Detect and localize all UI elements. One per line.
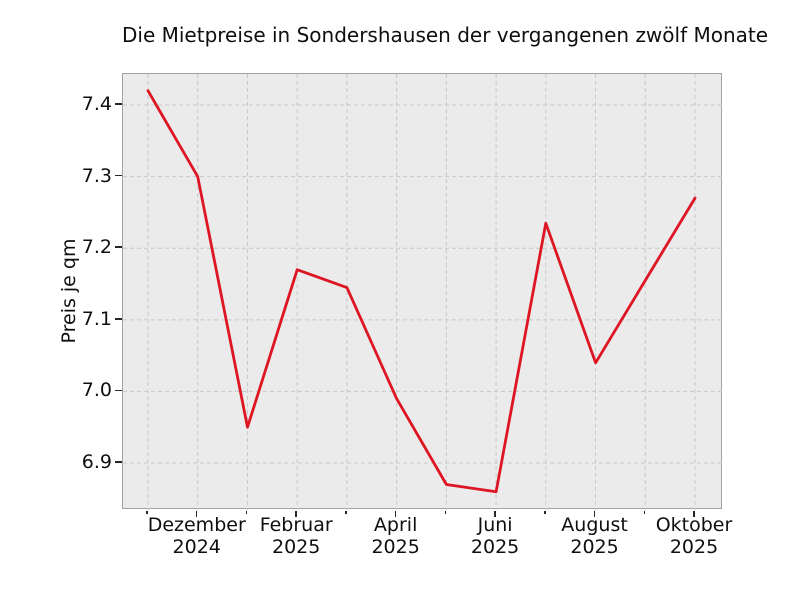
x-tick-label: Dezember 2024 bbox=[122, 514, 272, 558]
x-tick-month: April bbox=[373, 514, 418, 536]
x-minor-tick-mark bbox=[245, 510, 248, 514]
x-major-tick-mark bbox=[693, 510, 695, 517]
x-minor-tick-mark bbox=[345, 510, 347, 514]
x-tick-year: 2025 bbox=[371, 536, 420, 558]
x-tick-month: Oktober bbox=[655, 514, 733, 536]
x-tick-year: 2025 bbox=[570, 536, 619, 558]
x-tick-label: Oktober 2025 bbox=[619, 514, 769, 558]
y-tick-mark bbox=[115, 103, 122, 105]
x-tick-label: Februar 2025 bbox=[221, 514, 371, 558]
x-minor-tick-mark bbox=[643, 510, 646, 514]
y-tick-label: 7.1 bbox=[81, 307, 112, 330]
x-minor-tick-mark bbox=[146, 510, 148, 514]
x-tick-month: August bbox=[561, 514, 628, 536]
x-tick-year: 2024 bbox=[172, 536, 221, 558]
y-tick-mark bbox=[115, 389, 122, 392]
price-line bbox=[146, 89, 697, 494]
y-tick-label: 7.0 bbox=[81, 379, 112, 402]
x-tick-year: 2025 bbox=[272, 536, 321, 558]
y-tick-label: 7.3 bbox=[81, 164, 112, 187]
x-tick-label: April 2025 bbox=[321, 514, 471, 558]
y-tick-label: 7.2 bbox=[81, 236, 112, 259]
x-tick-label: August 2025 bbox=[520, 514, 670, 558]
x-tick-year: 2025 bbox=[669, 536, 719, 558]
chart-title: Die Mietpreise in Sondershausen der verg… bbox=[122, 23, 769, 47]
x-major-tick-mark bbox=[494, 510, 496, 517]
x-minor-tick-mark bbox=[544, 510, 546, 514]
x-major-tick-mark bbox=[394, 510, 397, 517]
y-tick-mark bbox=[115, 174, 122, 177]
plot-area bbox=[122, 73, 723, 510]
x-major-tick-mark bbox=[195, 510, 198, 517]
x-tick-month: Februar bbox=[259, 514, 333, 536]
x-tick-label: Juni 2025 bbox=[420, 514, 570, 558]
y-tick-mark bbox=[115, 318, 122, 320]
y-tick-mark bbox=[115, 246, 122, 248]
line-chart bbox=[123, 74, 723, 510]
x-major-tick-mark bbox=[593, 510, 596, 517]
y-tick-label: 6.9 bbox=[81, 451, 112, 474]
x-tick-year: 2025 bbox=[470, 536, 520, 558]
x-major-tick-mark bbox=[295, 510, 297, 517]
x-minor-tick-mark bbox=[444, 510, 447, 514]
x-tick-month: Juni bbox=[477, 514, 513, 536]
y-tick-label: 7.4 bbox=[81, 93, 112, 115]
y-tick-mark bbox=[115, 461, 122, 463]
x-tick-month: Dezember bbox=[147, 514, 246, 536]
